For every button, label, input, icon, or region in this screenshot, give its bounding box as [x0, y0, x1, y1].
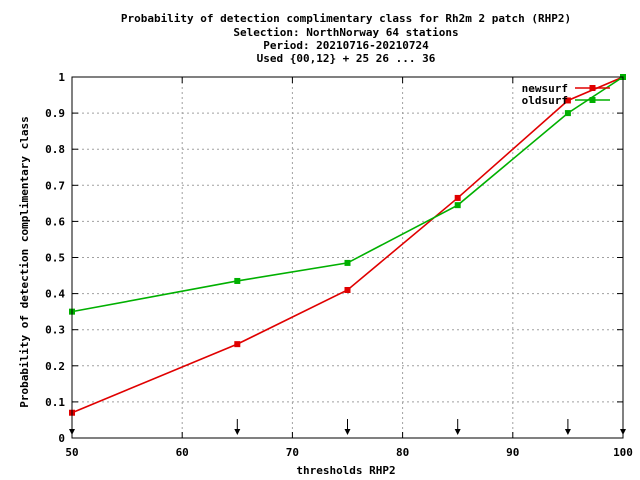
y-tick-label: 0 — [58, 432, 65, 445]
data-point-oldsurf — [454, 202, 461, 209]
x-tick-label: 70 — [286, 446, 299, 459]
grid — [72, 77, 623, 438]
legend-swatch-marker — [589, 97, 596, 103]
threshold-arrows — [69, 419, 626, 435]
threshold-arrow — [234, 419, 241, 435]
y-tick-label: 0.6 — [45, 215, 65, 228]
title-line-4: Used {00,12} + 25 26 ... 36 — [257, 52, 436, 65]
y-axis-label: Probability of detection complimentary c… — [18, 116, 31, 407]
series-lines — [69, 74, 626, 416]
y-tick-label: 0.4 — [45, 288, 65, 301]
series-line-oldsurf — [71, 76, 624, 313]
data-point-oldsurf — [344, 259, 351, 266]
y-tick-label: 0.9 — [45, 107, 65, 120]
data-point-oldsurf — [234, 277, 241, 284]
legend-label-newsurf: newsurf — [522, 82, 568, 95]
data-point-newsurf — [454, 194, 461, 201]
data-point-newsurf — [564, 97, 571, 104]
title-line-3: Period: 20210716-20210724 — [263, 39, 429, 52]
title-line-1: Probability of detection complimentary c… — [121, 12, 571, 25]
data-point-newsurf — [234, 341, 241, 348]
threshold-arrow — [454, 419, 461, 435]
threshold-arrow — [564, 419, 571, 435]
y-tick-label: 0.5 — [45, 252, 65, 265]
y-tick-label: 0.2 — [45, 360, 65, 373]
x-tick-label: 50 — [65, 446, 78, 459]
y-tick-label: 0.7 — [45, 179, 65, 192]
title-line-2: Selection: NorthNorway 64 stations — [233, 26, 458, 39]
chart-title: Probability of detection complimentary c… — [121, 12, 571, 65]
x-axis-label: thresholds RHP2 — [296, 464, 395, 477]
y-tick-label: 0.8 — [45, 143, 65, 156]
x-tick-label: 60 — [176, 446, 189, 459]
legend-swatch-marker — [589, 85, 596, 91]
data-point-newsurf — [344, 286, 351, 293]
y-tick-label: 0.1 — [45, 396, 65, 409]
x-tick-label: 100 — [613, 446, 633, 459]
y-tick-label: 0.3 — [45, 324, 65, 337]
x-tick-label: 80 — [396, 446, 409, 459]
series-line-newsurf — [71, 76, 624, 414]
data-point-oldsurf — [564, 110, 571, 117]
x-tick-label: 90 — [506, 446, 519, 459]
plot-frame — [71, 76, 624, 439]
threshold-arrow — [344, 419, 351, 435]
legend-label-oldsurf: oldsurf — [522, 94, 568, 107]
y-tick-label: 1 — [58, 71, 65, 84]
axes: 50 60 70 80 90 100 0 0.1 0.2 0.3 0.4 0.5 0.6 0.7 0.8 0.… — [45, 71, 633, 459]
